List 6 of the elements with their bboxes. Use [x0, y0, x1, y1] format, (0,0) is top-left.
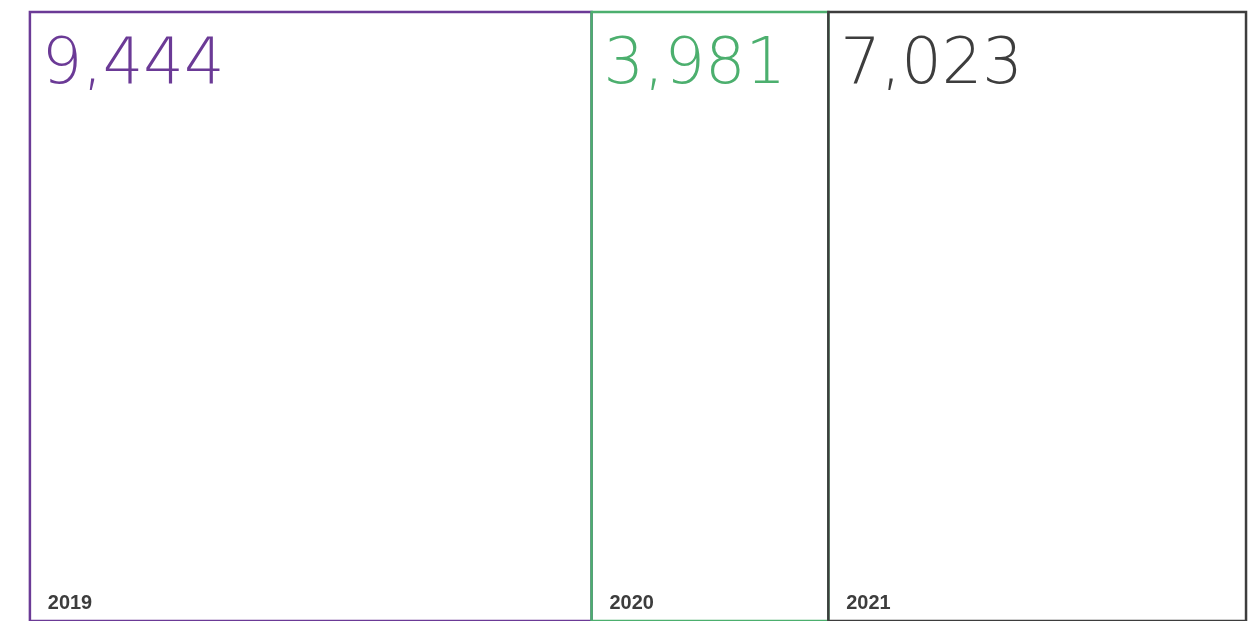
category-label: 2021: [846, 591, 891, 614]
category-label: 2020: [609, 591, 654, 614]
data-label: 7,023: [840, 23, 1023, 98]
category-label: 2019: [47, 591, 93, 614]
data-label: 9,444: [41, 23, 225, 98]
data-label: 3,981: [603, 23, 787, 98]
